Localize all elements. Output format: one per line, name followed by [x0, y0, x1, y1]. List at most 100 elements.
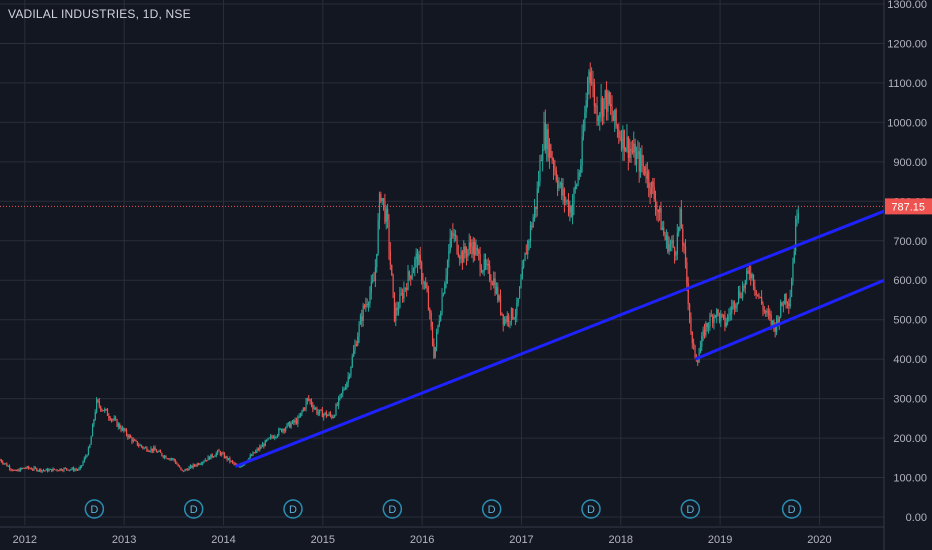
candle-body — [720, 314, 722, 322]
candle-body — [740, 296, 742, 298]
candle-body — [127, 434, 129, 438]
candle-body — [45, 469, 47, 471]
candle-body — [625, 148, 627, 152]
candle-body — [97, 399, 99, 402]
candle-body — [230, 460, 232, 462]
candle-body — [406, 287, 408, 290]
candle-body — [6, 463, 8, 467]
candle-body — [71, 467, 73, 470]
candle-body — [198, 463, 200, 465]
candle-body — [207, 456, 209, 461]
candle-body — [117, 423, 120, 427]
dividend-marker[interactable]: D — [283, 499, 303, 519]
candle-body — [159, 450, 162, 454]
candle-body — [750, 273, 752, 279]
candle-body — [29, 468, 31, 470]
candle-body — [733, 301, 736, 309]
candle-body — [370, 281, 372, 293]
candle-body — [493, 278, 495, 285]
candle-body — [336, 404, 338, 406]
candle-body — [272, 437, 275, 439]
dividend-marker[interactable]: D — [382, 499, 403, 519]
candle-body — [508, 315, 510, 323]
candle-body — [674, 247, 676, 256]
candle-body — [60, 468, 62, 471]
candle-body — [520, 279, 522, 288]
candle-body — [291, 420, 294, 424]
candle-body — [460, 251, 462, 259]
candle-body — [650, 181, 653, 195]
candle-body — [633, 143, 635, 153]
candle-body — [641, 154, 643, 165]
candle-body — [17, 469, 19, 471]
candle-body — [350, 366, 352, 376]
candle-body — [600, 98, 602, 114]
candle-body — [349, 375, 351, 377]
candle-body — [759, 297, 761, 299]
candle-body — [517, 298, 519, 303]
candle-body — [381, 198, 383, 202]
candle-body — [388, 219, 390, 251]
candle-body — [616, 125, 619, 130]
candle-body — [501, 312, 503, 315]
dividend-marker-label: D — [587, 504, 595, 516]
candle-body — [79, 466, 81, 469]
candles — [0, 62, 800, 474]
dividend-marker[interactable]: D — [183, 499, 204, 519]
candle-body — [302, 408, 304, 412]
candle-body — [321, 409, 324, 418]
candle-body — [596, 105, 598, 121]
candle-body — [485, 259, 487, 266]
candle-body — [737, 291, 740, 303]
dividend-marker[interactable]: D — [84, 499, 105, 519]
candle-body — [113, 418, 115, 420]
candle-body — [611, 106, 613, 117]
candle-body — [705, 323, 707, 336]
candle-body — [463, 246, 465, 263]
candle-body — [464, 246, 466, 254]
x-tick-label: 2018 — [609, 534, 633, 546]
candle-body — [533, 206, 536, 217]
candle-body — [423, 282, 426, 284]
candle-body — [327, 415, 329, 417]
candle-body — [490, 280, 492, 284]
dividend-marker[interactable]: D — [481, 499, 502, 519]
candle-body — [202, 461, 204, 464]
candle-body — [359, 316, 362, 325]
candle-body — [635, 153, 638, 165]
dividend-marker[interactable]: D — [781, 499, 802, 519]
candle-body — [161, 453, 163, 456]
candle-body — [361, 316, 363, 321]
candle-body — [139, 445, 141, 447]
candle-body — [504, 318, 506, 325]
candle-body — [686, 262, 688, 284]
candle-body — [615, 109, 617, 126]
candle-body — [418, 254, 420, 266]
candle-body — [271, 436, 273, 438]
candle-body — [727, 315, 729, 323]
candle-body — [634, 143, 636, 165]
candle-body — [551, 157, 553, 161]
candle-body — [486, 263, 488, 266]
candle-body — [297, 417, 299, 424]
candle-body — [374, 267, 377, 282]
candle-body — [40, 468, 42, 472]
candle-body — [104, 409, 106, 411]
candle-body — [100, 406, 102, 411]
candle-body — [112, 419, 114, 421]
candle-body — [56, 469, 58, 471]
dividend-marker[interactable]: D — [581, 499, 601, 519]
candle-body — [376, 253, 378, 268]
candle-body — [317, 412, 319, 414]
candle-body — [771, 320, 774, 325]
dividend-marker[interactable]: D — [680, 499, 701, 519]
candle-body — [514, 315, 517, 319]
candle-body — [188, 467, 190, 471]
candle-body — [196, 463, 198, 466]
candle-body — [62, 470, 64, 472]
candle-body — [233, 462, 235, 464]
last-price-label: 787.15 — [891, 201, 925, 213]
candle-body — [448, 251, 450, 262]
candle-body — [728, 314, 730, 316]
